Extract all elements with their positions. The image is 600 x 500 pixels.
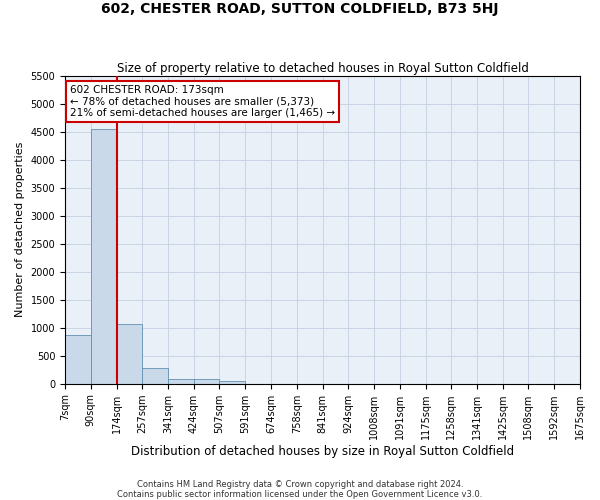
X-axis label: Distribution of detached houses by size in Royal Sutton Coldfield: Distribution of detached houses by size …: [131, 444, 514, 458]
Text: 602, CHESTER ROAD, SUTTON COLDFIELD, B73 5HJ: 602, CHESTER ROAD, SUTTON COLDFIELD, B73…: [101, 2, 499, 16]
Y-axis label: Number of detached properties: Number of detached properties: [15, 142, 25, 318]
Bar: [91, 129, 116, 384]
Text: Contains HM Land Registry data © Crown copyright and database right 2024.
Contai: Contains HM Land Registry data © Crown c…: [118, 480, 482, 499]
Text: 602 CHESTER ROAD: 173sqm
← 78% of detached houses are smaller (5,373)
21% of sem: 602 CHESTER ROAD: 173sqm ← 78% of detach…: [70, 85, 335, 118]
Bar: [168, 378, 194, 384]
Bar: [220, 381, 245, 384]
Bar: [142, 368, 168, 384]
Bar: [194, 379, 220, 384]
Title: Size of property relative to detached houses in Royal Sutton Coldfield: Size of property relative to detached ho…: [116, 62, 529, 74]
Bar: [65, 335, 91, 384]
Bar: [116, 324, 142, 384]
